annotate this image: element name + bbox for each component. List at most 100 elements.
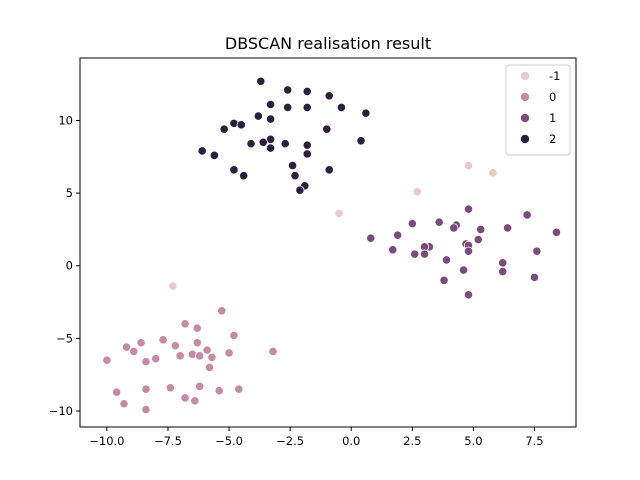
data-point-cluster-2 (302, 86, 312, 97)
plot-frame (79, 57, 577, 428)
legend-marker--1 (520, 71, 531, 82)
data-point-cluster-2 (322, 124, 332, 134)
data-point-cluster-1 (498, 266, 508, 277)
data-point-cluster-2 (246, 139, 256, 149)
data-point-cluster-0 (102, 355, 112, 365)
data-point-cluster-0 (175, 351, 185, 361)
data-point-cluster-0 (192, 338, 202, 348)
y-tick-label: 5 (66, 186, 73, 200)
data-point-cluster-1 (551, 227, 562, 237)
y-tick-label: −10 (49, 404, 73, 418)
data-point-cluster-0 (207, 352, 217, 362)
data-point-cluster-2 (295, 185, 305, 195)
data-point-cluster-0 (192, 323, 202, 333)
data-point-cluster-0 (119, 399, 129, 409)
data-point-cluster-1 (532, 246, 542, 256)
data-point-cluster-0 (180, 319, 190, 329)
y-tick-label: 10 (58, 113, 73, 127)
y-tick-label: −5 (56, 331, 73, 345)
data-point-cluster-0 (141, 384, 151, 394)
x-tick-label: 0.0 (342, 434, 360, 448)
data-point-cluster-1 (441, 255, 452, 265)
data-point-cluster-2 (219, 124, 229, 134)
data-point-cluster-2 (236, 120, 246, 130)
x-tick-label: −7.5 (154, 434, 182, 448)
data-point-cluster-0 (214, 386, 224, 396)
data-point-cluster-1 (463, 246, 474, 256)
data-point-cluster-0 (195, 381, 205, 391)
legend: -1 0 1 2 (505, 64, 571, 156)
data-point-cluster-2 (197, 146, 207, 156)
data-point-cluster-0 (202, 345, 212, 355)
data-point-cluster--1 (412, 187, 422, 197)
data-point-cluster-0 (141, 357, 151, 367)
data-point-cluster-2 (258, 137, 268, 147)
data-point-cluster-2 (287, 160, 298, 171)
data-point-cluster-1 (366, 233, 376, 243)
data-point-cluster-0 (217, 306, 227, 316)
y-tick-label: 0 (66, 259, 73, 273)
data-point-cluster-0 (121, 342, 132, 352)
data-point-cluster-1 (476, 224, 486, 235)
legend-box (505, 64, 571, 156)
data-point-cluster-0 (187, 349, 197, 359)
data-point-cluster-1 (529, 272, 540, 282)
data-point-cluster-0 (170, 341, 180, 351)
data-point-cluster-1 (407, 219, 417, 229)
data-point-cluster-2 (283, 85, 293, 95)
data-point-cluster-0 (234, 384, 244, 394)
data-point-cluster-2 (324, 91, 334, 101)
data-point-cluster-0 (224, 348, 234, 358)
data-point-cluster-2 (356, 136, 366, 146)
data-point-cluster-2 (336, 102, 347, 112)
x-tick-label: −2.5 (276, 434, 304, 448)
x-tick-label: 2.5 (403, 434, 421, 448)
x-tick-label: −5.0 (215, 434, 243, 448)
data-point-cluster-1 (449, 223, 459, 233)
points-layer (102, 76, 562, 415)
data-point-cluster-1 (522, 210, 532, 220)
data-point-cluster-1 (498, 258, 508, 268)
data-point-cluster--1 (334, 208, 344, 219)
data-point-cluster-2 (253, 111, 263, 121)
data-point-cluster-2 (239, 171, 249, 181)
data-point-cluster-1 (502, 223, 513, 233)
data-point-cluster-0 (180, 393, 190, 403)
data-point-cluster-0 (151, 354, 161, 364)
data-point-cluster-2 (290, 171, 300, 181)
data-point-cluster-2 (229, 165, 239, 175)
data-point-cluster-1 (473, 234, 483, 245)
data-point-cluster-2 (280, 139, 290, 149)
data-point-cluster-0 (195, 351, 205, 361)
data-point-cluster-0 (136, 338, 146, 348)
chart-title: DBSCAN realisation result (225, 34, 431, 53)
legend-label--1: -1 (549, 69, 560, 83)
data-point-cluster-2 (209, 150, 219, 160)
data-point-cluster-2 (302, 140, 312, 150)
data-point-cluster-2 (302, 102, 312, 112)
data-point-cluster-0 (158, 335, 168, 345)
legend-label-2: 2 (549, 132, 556, 146)
x-tick-label: −10.0 (89, 434, 124, 448)
data-point-cluster--1 (463, 160, 474, 171)
legend-label-1: 1 (549, 111, 556, 125)
data-point-cluster-2 (302, 149, 312, 159)
data-point-cluster-2 (265, 143, 276, 153)
data-point-cluster-1 (439, 275, 449, 285)
data-point-cluster--1 (488, 168, 498, 178)
data-point-cluster-0 (190, 396, 200, 406)
data-point-cluster-1 (463, 290, 474, 300)
data-point-cluster--1 (168, 281, 178, 291)
data-point-cluster-2 (265, 114, 276, 124)
data-point-cluster-1 (388, 245, 398, 255)
legend-label-0: 0 (549, 90, 556, 104)
data-point-cluster-1 (463, 204, 474, 214)
data-point-cluster-1 (393, 230, 403, 240)
data-point-cluster-2 (229, 118, 239, 128)
data-point-cluster-2 (361, 108, 371, 118)
data-point-cluster-0 (129, 346, 139, 357)
data-point-cluster-2 (283, 102, 293, 112)
x-tick-label: 7.5 (525, 434, 543, 448)
